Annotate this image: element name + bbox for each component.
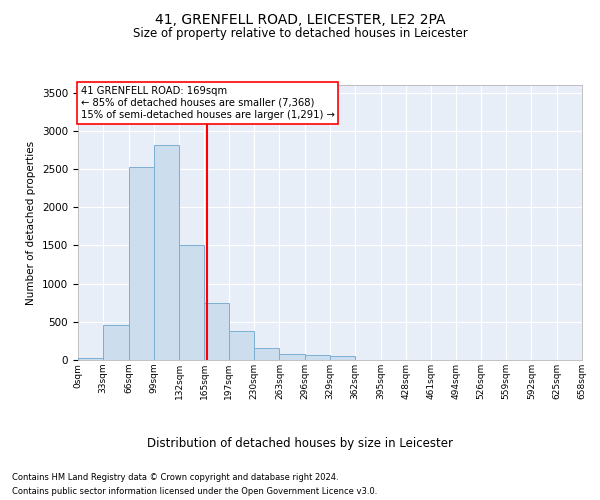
Bar: [103, 325, 128, 360]
Bar: [254, 348, 280, 360]
Bar: [229, 331, 254, 360]
Text: 41, GRENFELL ROAD, LEICESTER, LE2 2PA: 41, GRENFELL ROAD, LEICESTER, LE2 2PA: [155, 12, 445, 26]
Y-axis label: Number of detached properties: Number of detached properties: [26, 140, 37, 304]
Bar: [154, 144, 179, 360]
Text: Size of property relative to detached houses in Leicester: Size of property relative to detached ho…: [133, 28, 467, 40]
Bar: [280, 354, 305, 360]
Text: 41 GRENFELL ROAD: 169sqm
← 85% of detached houses are smaller (7,368)
15% of sem: 41 GRENFELL ROAD: 169sqm ← 85% of detach…: [80, 86, 334, 120]
Text: Contains HM Land Registry data © Crown copyright and database right 2024.: Contains HM Land Registry data © Crown c…: [12, 472, 338, 482]
Bar: [205, 304, 229, 360]
Bar: [128, 166, 154, 360]
Bar: [78, 358, 103, 360]
Bar: [179, 244, 205, 360]
Text: Contains public sector information licensed under the Open Government Licence v3: Contains public sector information licen…: [12, 488, 377, 496]
Bar: [330, 356, 355, 360]
Text: Distribution of detached houses by size in Leicester: Distribution of detached houses by size …: [147, 438, 453, 450]
Bar: [305, 356, 330, 360]
